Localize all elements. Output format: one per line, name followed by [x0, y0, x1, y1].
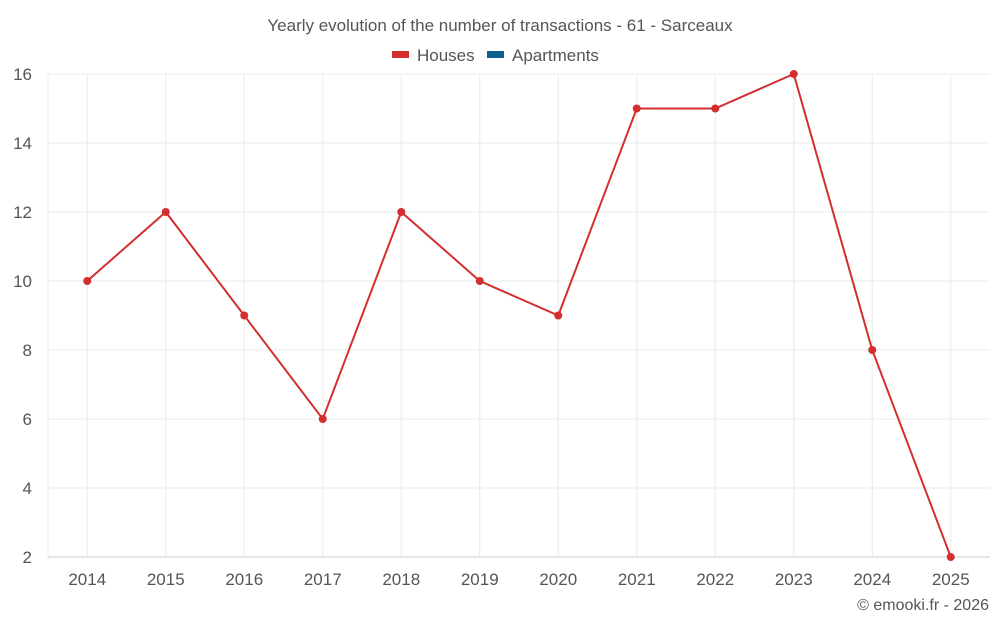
legend-label-apartments: Apartments	[512, 46, 599, 65]
data-point-houses[interactable]	[789, 70, 798, 78]
legend: Houses Apartments	[392, 46, 599, 65]
credit: © emooki.fr - 2026	[857, 597, 989, 614]
y-tick-label: 12	[13, 203, 32, 222]
x-tick-label: 2024	[853, 570, 891, 589]
chart-title: Yearly evolution of the number of transa…	[267, 16, 733, 35]
y-tick-label: 8	[23, 341, 32, 360]
legend-item-houses[interactable]: Houses	[392, 46, 475, 65]
legend-swatch-apartments	[487, 51, 504, 58]
x-tick-label: 2018	[382, 570, 420, 589]
legend-swatch-houses	[392, 51, 409, 58]
data-point-houses[interactable]	[868, 346, 877, 354]
y-tick-label: 2	[23, 548, 32, 567]
x-tick-label: 2021	[618, 570, 656, 589]
legend-label-houses: Houses	[417, 46, 475, 65]
x-tick-label: 2016	[225, 570, 263, 589]
data-point-houses[interactable]	[554, 311, 563, 320]
data-point-houses[interactable]	[83, 277, 92, 285]
grid	[47, 73, 990, 557]
series-line-houses	[86, 72, 952, 558]
plot-area	[83, 70, 955, 561]
x-axis: 2014 2015 2016 2017 2018 2019 2020 2021 2022 2023…	[48, 556, 990, 589]
legend-item-apartments[interactable]: Apartments	[487, 46, 599, 65]
x-tick-label: 2020	[539, 570, 577, 589]
y-tick-label: 10	[13, 272, 32, 291]
data-point-houses[interactable]	[240, 311, 249, 320]
x-tick-label: 2019	[461, 570, 499, 589]
y-tick-label: 16	[13, 65, 32, 84]
data-point-houses[interactable]	[475, 277, 484, 285]
data-point-houses[interactable]	[318, 415, 327, 423]
y-tick-label: 4	[23, 479, 32, 498]
y-tick-label: 14	[13, 134, 32, 153]
y-axis: 2 4 6 8 10 12 14 16	[13, 65, 32, 567]
x-tick-label: 2017	[304, 570, 342, 589]
x-tick-label: 2025	[932, 570, 970, 589]
data-point-houses[interactable]	[946, 553, 955, 561]
data-point-houses[interactable]	[161, 208, 170, 216]
data-point-houses[interactable]	[711, 104, 720, 113]
x-tick-label: 2022	[696, 570, 734, 589]
x-tick-label: 2023	[775, 570, 813, 589]
y-tick-label: 6	[23, 410, 32, 429]
x-tick-label: 2014	[68, 570, 106, 589]
data-point-houses[interactable]	[397, 208, 406, 216]
x-tick-label: 2015	[147, 570, 185, 589]
data-point-houses[interactable]	[632, 104, 641, 113]
